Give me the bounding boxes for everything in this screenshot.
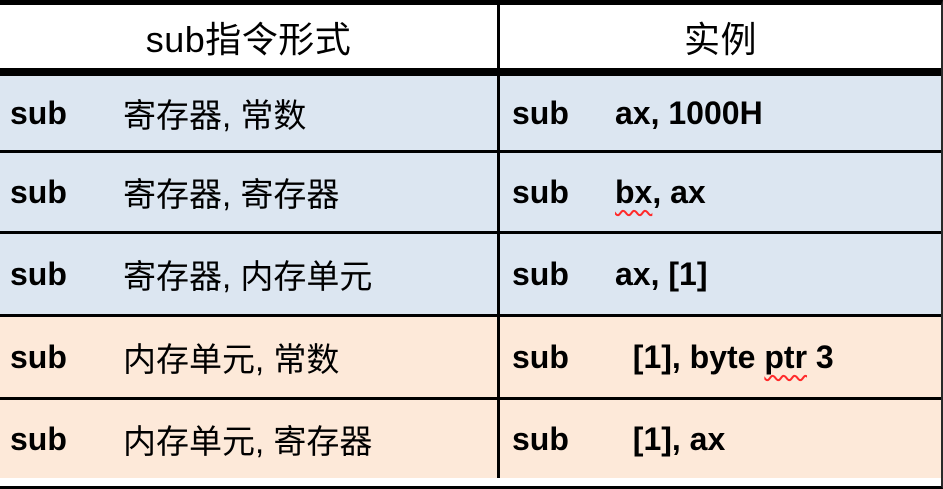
keyword: sub [512, 255, 569, 292]
table-row: sub 内存单元, 常数 sub [1], byte ptr 3 [0, 317, 941, 400]
header-label-example: 实例 [683, 18, 757, 60]
instruction-form-cell: sub 寄存器, 常数 [0, 76, 500, 150]
form-text: 寄存器, 内存单元 [123, 258, 373, 295]
table-row: sub 寄存器, 常数 sub ax, 1000H [0, 76, 941, 153]
keyword: sub [10, 173, 67, 210]
example-cell: sub [1], byte ptr 3 [500, 317, 941, 397]
keyword: sub [512, 173, 569, 210]
keyword: sub [512, 420, 569, 457]
instruction-form-cell: sub 寄存器, 寄存器 [0, 153, 500, 231]
operand-text: [1], ax [615, 420, 726, 457]
form-text: 内存单元, 寄存器 [123, 423, 373, 460]
keyword: sub [10, 420, 67, 457]
table-row: sub 内存单元, 寄存器 sub [1], ax [0, 400, 941, 478]
form-text: 寄存器, 常数 [123, 97, 307, 134]
instruction-form-cell: sub 内存单元, 常数 [0, 317, 500, 397]
example-operands: [1], byte ptr 3 [615, 339, 834, 376]
header-label-instruction-form: sub指令形式 [145, 18, 352, 60]
misspelled-text: bx [615, 173, 653, 210]
example-operands: bx, ax [615, 174, 706, 211]
keyword: sub [10, 338, 67, 375]
example-cell: sub [1], ax [500, 400, 941, 478]
keyword: sub [10, 94, 67, 131]
form-text: 寄存器, 寄存器 [123, 176, 340, 213]
example-operands: ax, 1000H [615, 95, 763, 132]
operand-text: 3 [807, 338, 834, 375]
operand-text: ax, [1] [615, 255, 708, 292]
table-row: sub 寄存器, 寄存器 sub bx, ax [0, 153, 941, 234]
keyword: sub [512, 94, 569, 131]
example-operands: ax, [1] [615, 256, 707, 293]
operand-text: [1], byte [615, 338, 765, 375]
instruction-form-cell: sub 寄存器, 内存单元 [0, 234, 500, 314]
misspelled-text: ptr [764, 338, 808, 375]
example-cell: sub ax, [1] [500, 234, 941, 314]
operand-text: , ax [652, 173, 706, 210]
keyword: sub [512, 338, 569, 375]
example-operands: [1], ax [615, 421, 725, 458]
table-header-row: sub指令形式 实例 [0, 5, 941, 76]
operand-text: ax, 1000H [615, 94, 763, 131]
form-text: 内存单元, 常数 [123, 341, 340, 378]
example-cell: sub bx, ax [500, 153, 941, 231]
table-row: sub 寄存器, 内存单元 sub ax, [1] [0, 234, 941, 317]
keyword: sub [10, 255, 67, 292]
example-cell: sub ax, 1000H [500, 76, 941, 150]
instruction-form-cell: sub 内存单元, 寄存器 [0, 400, 500, 478]
header-cell-instruction-form: sub指令形式 [0, 5, 500, 68]
header-cell-example: 实例 [500, 5, 941, 68]
